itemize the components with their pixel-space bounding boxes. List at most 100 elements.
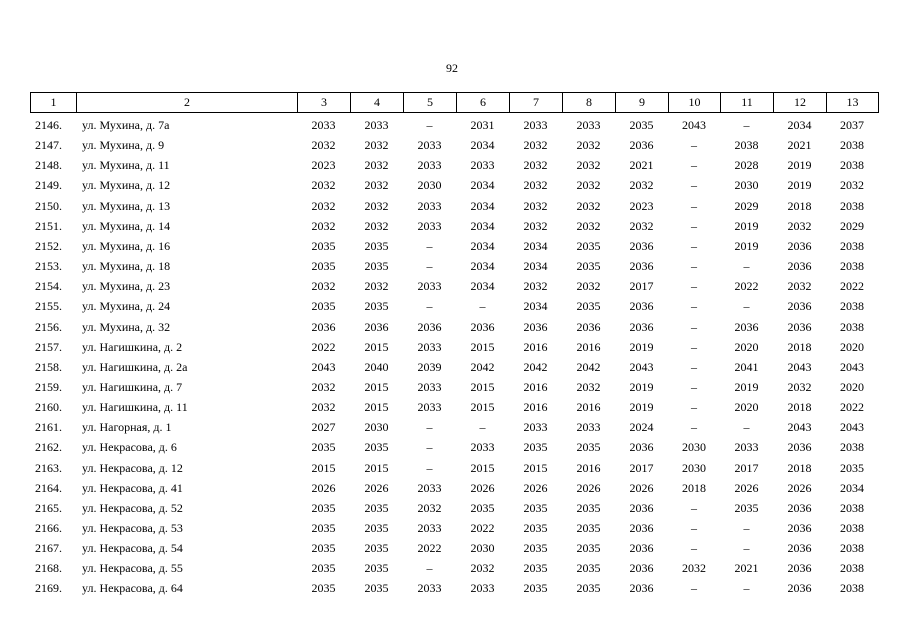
address: ул. Мухина, д. 24 [82,299,171,314]
year-cell: 2035 [523,541,548,556]
address: ул. Мухина, д. 32 [82,319,171,334]
year-cell: 2040 [364,359,389,374]
year-cell: 2033 [470,158,495,173]
row-number: 2168. [35,561,62,576]
year-cell: 2022 [840,279,864,294]
year-cell: – [691,400,697,415]
year-cell: 2035 [576,238,601,253]
year-cell: 2039 [417,359,442,374]
row-number: 2167. [35,541,62,556]
year-cell: 2036 [523,319,548,334]
year-cell: 2043 [629,359,654,374]
year-cell: 2035 [311,581,336,596]
year-cell: 2023 [629,198,654,213]
year-cell: 2020 [840,339,864,354]
year-cell: 2043 [787,420,812,435]
year-cell: 2032 [787,218,812,233]
year-cell: 2034 [523,259,548,274]
year-cell: 2032 [523,198,548,213]
year-cell: 2030 [682,440,706,455]
year-cell: 2032 [311,379,336,394]
year-cell: 2042 [470,359,495,374]
year-cell: 2015 [470,339,495,354]
year-cell: 2033 [417,480,442,495]
year-cell: 2037 [840,118,864,132]
year-cell: 2019 [629,400,654,415]
address: ул. Мухина, д. 18 [82,259,171,274]
row-number: 2147. [35,138,62,153]
year-cell: 2033 [417,339,442,354]
year-cell: – [426,561,433,576]
year-cell: 2035 [523,521,548,535]
year-cell: 2032 [311,138,336,153]
year-cell: 2021 [787,138,812,153]
year-cell: 2026 [470,480,495,495]
year-cell: – [479,420,486,435]
year-cell: 2020 [840,379,864,394]
year-cell: 2022 [734,279,759,294]
year-cell: 2032 [311,400,336,415]
address: ул. Нагишкина, д. 2 [82,339,183,354]
year-cell: 2036 [787,238,812,253]
year-cell: 2018 [682,480,706,495]
address: ул. Некрасова, д. 55 [82,561,183,576]
year-cell: 2038 [840,500,864,515]
year-cell: 2021 [734,561,759,576]
year-cell: 2032 [576,279,601,294]
year-cell: – [426,259,433,274]
year-cell: 2036 [364,319,389,334]
year-cell: 2032 [311,178,336,193]
year-cell: 2033 [417,521,442,535]
header-cell: 12 [773,92,826,113]
year-cell: 2016 [523,339,548,354]
row-number: 2160. [35,400,62,415]
year-cell: 2018 [787,198,812,213]
row-number: 2169. [35,581,62,596]
year-cell: – [743,118,750,132]
address: ул. Мухина, д. 12 [82,178,171,193]
year-cell: 2036 [629,259,654,274]
year-cell: 2019 [787,158,812,173]
year-cell: – [426,118,433,132]
row-number: 2151. [35,218,62,233]
row-number: 2166. [35,521,62,535]
year-cell: 2035 [576,561,601,576]
year-cell: – [691,138,697,153]
year-cell: 2015 [470,379,495,394]
year-cell: 2035 [311,299,336,314]
year-cell: 2035 [470,500,495,515]
year-cell: 2043 [682,118,706,132]
year-cell: 2032 [311,279,336,294]
year-cell: – [691,198,697,213]
year-cell: 2035 [576,541,601,556]
year-cell: 2034 [470,138,495,153]
year-cell: 2032 [311,198,336,213]
year-cell: 2034 [787,118,812,132]
year-cell: 2019 [787,178,812,193]
year-cell: – [743,521,750,535]
year-cell: 2035 [364,500,389,515]
address: ул. Нагишкина, д. 7 [82,379,183,394]
year-cell: 2035 [364,238,389,253]
year-cell: – [691,279,697,294]
year-cell: 2035 [364,561,389,576]
year-cell: 2017 [629,279,654,294]
year-cell: 2042 [523,359,548,374]
year-cell: 2032 [364,279,389,294]
year-cell: 2033 [523,420,548,435]
year-cell: 2032 [576,138,601,153]
year-cell: 2032 [364,158,389,173]
year-cell: – [691,500,697,515]
row-number: 2150. [35,198,62,213]
year-cell: 2016 [523,400,548,415]
year-cell: 2033 [417,279,442,294]
year-cell: 2034 [470,198,495,213]
year-cell: 2032 [840,178,864,193]
header-cell: 10 [668,92,720,113]
year-cell: 2023 [311,158,336,173]
year-cell: 2018 [787,460,812,475]
year-cell: 2032 [787,379,812,394]
year-cell: 2033 [417,581,442,596]
year-cell: – [743,420,750,435]
